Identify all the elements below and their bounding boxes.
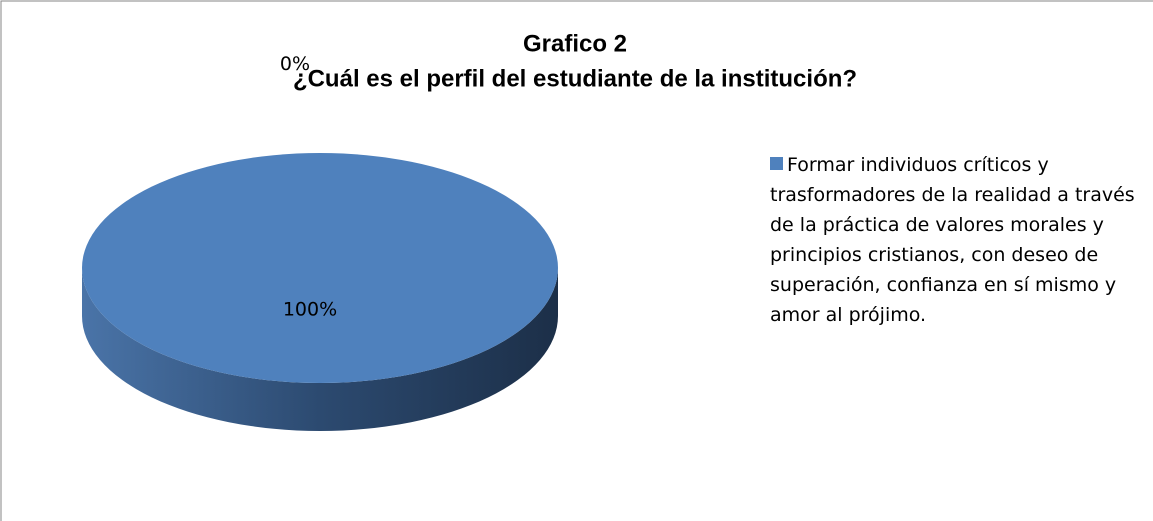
- legend-swatch: [770, 157, 783, 170]
- chart-title: Grafico 2: [523, 30, 627, 57]
- pie-side: [82, 268, 558, 431]
- legend-label: Formar individuos críticos y trasformado…: [770, 154, 1135, 326]
- legend-item: Formar individuos críticos y trasformado…: [770, 150, 1145, 330]
- pie-slice: [82, 153, 558, 383]
- data-label: 0%: [280, 53, 310, 75]
- data-label: 100%: [283, 299, 337, 321]
- chart-subtitle: ¿Cuál es el perfil del estudiante de la …: [293, 65, 857, 92]
- legend: Formar individuos críticos y trasformado…: [770, 150, 1145, 330]
